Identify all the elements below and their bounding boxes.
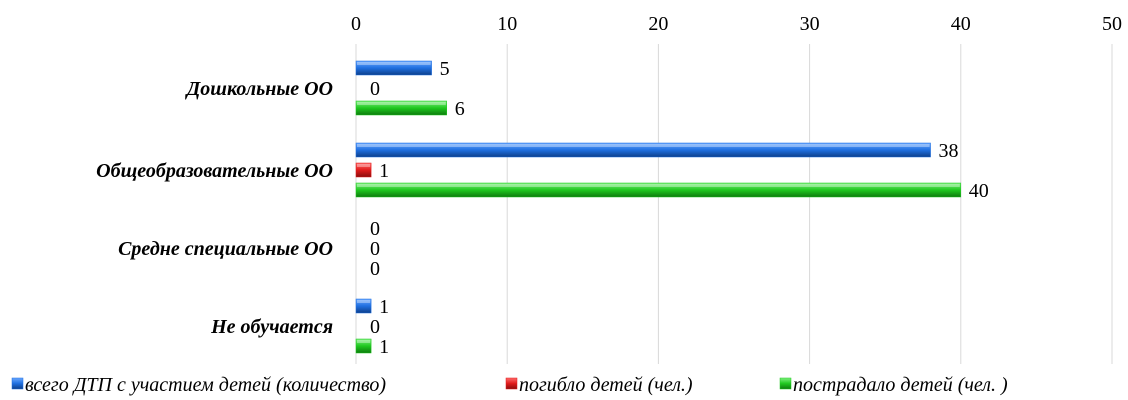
category-label: Общеобразовательные ОО	[96, 160, 333, 182]
data-label: 0	[370, 316, 380, 338]
legend-item: всего ДТП с участием детей (количество)	[11, 374, 386, 396]
legend-swatch	[11, 377, 24, 390]
data-label: 1	[379, 336, 389, 358]
x-tick-label: 20	[648, 13, 668, 35]
bar-total	[355, 298, 372, 314]
data-label: 6	[455, 98, 465, 120]
x-tick-label: 40	[951, 13, 971, 35]
bar-highlight	[357, 102, 446, 105]
data-label: 5	[440, 58, 450, 80]
bars	[355, 60, 962, 354]
bar-highlight	[357, 300, 371, 303]
legend-item: пострадало детей (чел. )	[779, 374, 1008, 396]
data-label: 1	[379, 160, 389, 182]
data-label: 0	[370, 238, 380, 260]
x-tick-label: 10	[497, 13, 517, 35]
legend-label: пострадало детей (чел. )	[793, 374, 1008, 396]
legend-swatch	[505, 377, 518, 390]
data-label: 0	[370, 218, 380, 240]
data-label: 1	[379, 296, 389, 318]
x-tick-label: 0	[351, 13, 361, 35]
legend-swatch	[779, 377, 792, 390]
data-label: 40	[969, 180, 989, 202]
category-label: Дошкольные ОО	[185, 78, 333, 100]
category-labels: Дошкольные ОО Общеобразовательные ОО Средн…	[96, 78, 333, 338]
legend-label: всего ДТП с участием детей (количество)	[25, 374, 386, 396]
legend: всего ДТП с участием детей (количество) п…	[11, 374, 1008, 396]
data-label: 0	[370, 78, 380, 100]
x-tick-label: 50	[1102, 13, 1122, 35]
data-label: 38	[939, 140, 959, 162]
category-label: Средне специальные ОО	[118, 238, 333, 260]
legend-label: погибло детей (чел.)	[519, 374, 693, 396]
gridlines	[355, 44, 1113, 364]
x-axis-ticks: 0 10 20 30 40 50	[351, 13, 1122, 35]
legend-item: погибло детей (чел.)	[505, 374, 693, 396]
bar-highlight	[357, 62, 431, 65]
bar-highlight	[357, 340, 371, 343]
bar-total	[355, 60, 432, 76]
bar-total	[355, 142, 931, 158]
bar-injured	[355, 338, 372, 354]
bar-highlight	[357, 144, 930, 147]
bar-killed	[355, 162, 372, 178]
bar-highlight	[357, 184, 960, 187]
data-label: 0	[370, 258, 380, 280]
bar-highlight	[357, 164, 371, 167]
x-tick-label: 30	[800, 13, 820, 35]
category-label: Не обучается	[210, 316, 333, 338]
bar-injured	[355, 100, 447, 116]
bar-injured	[355, 182, 962, 198]
